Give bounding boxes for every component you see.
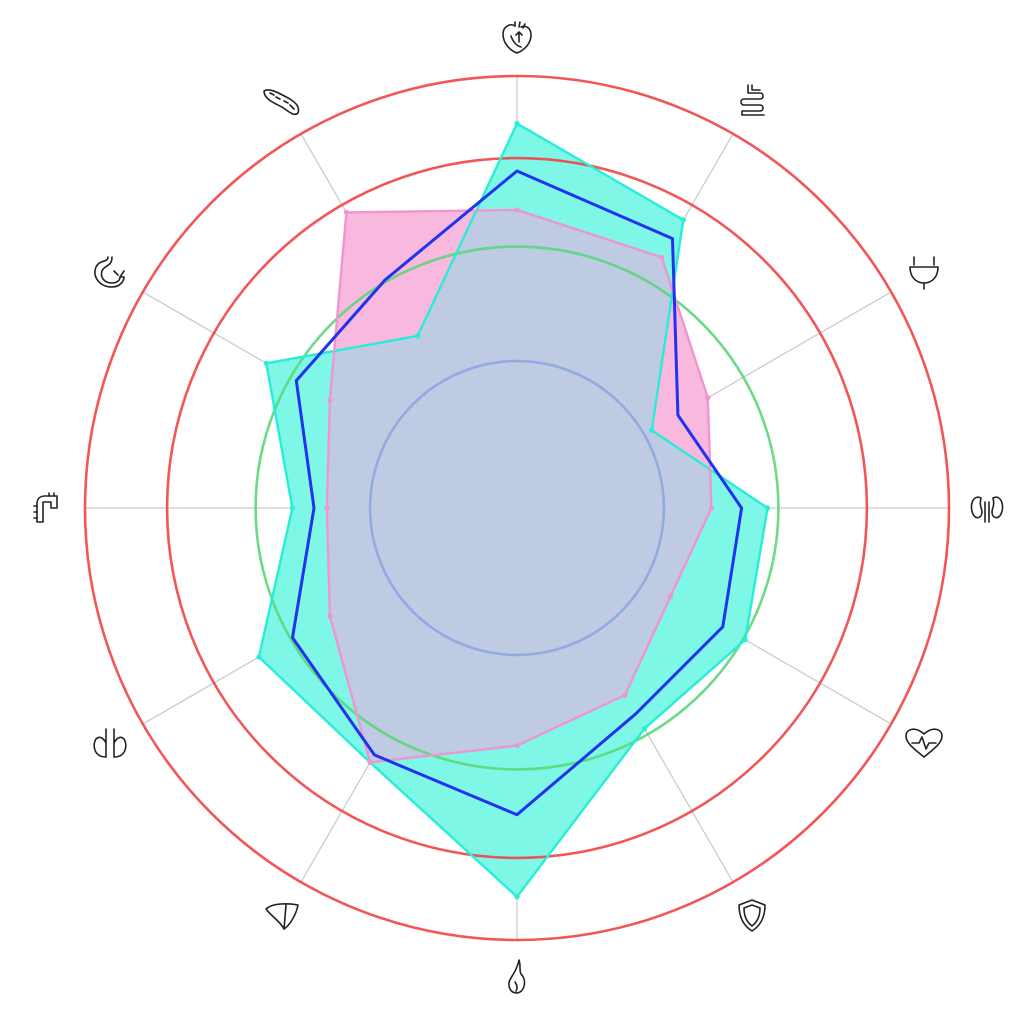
series-0-point-2 [649, 427, 655, 433]
kidneys-icon [970, 496, 1004, 523]
stomach-icon [94, 256, 125, 288]
series-1-point-5 [622, 692, 628, 698]
series-1-point-7 [367, 759, 373, 766]
heartbeat-icon [905, 728, 943, 758]
colon-icon [33, 492, 58, 523]
series-1-point-2 [705, 395, 711, 401]
reference-circle-2 [165, 156, 869, 860]
reference-circle-3 [83, 74, 951, 942]
gallbladder-icon [508, 959, 526, 994]
series-1-point-4 [667, 594, 674, 600]
liver-icon [265, 903, 299, 930]
axis-icons [33, 21, 1004, 994]
series-2-line [291, 169, 744, 817]
overlap-area [326, 209, 712, 763]
series-0-point-5 [641, 726, 648, 732]
series-1-point-10 [327, 397, 333, 403]
series-0-point-8 [256, 654, 262, 660]
series-1-point-1 [659, 254, 665, 260]
series-0-point-0 [514, 120, 520, 127]
shield-icon [738, 899, 766, 932]
heart-organ-icon [502, 21, 532, 54]
series-lines [256, 120, 771, 900]
reference-circle-0 [368, 359, 666, 657]
series-0-point-6 [514, 894, 520, 900]
lungs-icon [93, 728, 127, 758]
series-0-point-11 [415, 333, 421, 339]
series-fills [258, 123, 768, 897]
series-0-point-3 [765, 505, 771, 511]
reference-circle-1 [254, 245, 780, 771]
series-1-point-3 [708, 505, 715, 511]
series-1-point-9 [324, 505, 330, 511]
series-0-point-9 [289, 505, 295, 511]
reference-circles [83, 74, 951, 942]
series-1-point-0 [514, 207, 520, 213]
intestine-icon [740, 84, 765, 116]
series-1-point-11 [343, 209, 349, 215]
series-0-point-10 [263, 360, 269, 366]
series-1-point-8 [327, 613, 333, 619]
bladder-icon [909, 256, 939, 290]
pancreas-icon [263, 89, 300, 116]
series-0-point-4 [742, 637, 748, 643]
series-0-point-1 [680, 217, 686, 223]
series-1-point-6 [514, 743, 520, 749]
